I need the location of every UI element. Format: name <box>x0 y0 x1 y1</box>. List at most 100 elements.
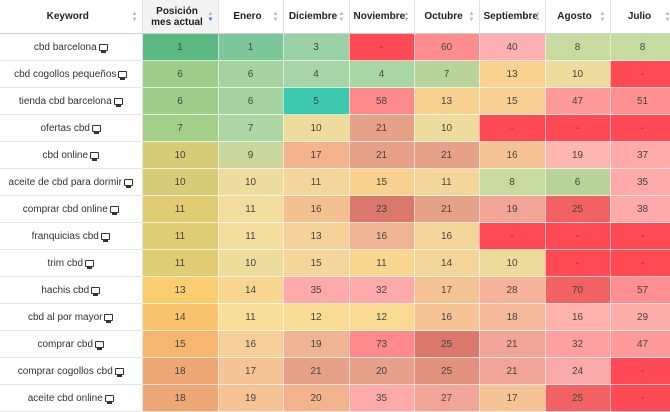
table-row: tienda cbd barcelona 6 6 5 58 13 15 47 51 <box>0 87 670 115</box>
column-header-keyword[interactable]: Keyword ▲ ▼ <box>0 0 143 34</box>
month-rank-cell: - <box>545 222 611 250</box>
table-row: franquicias cbd 11 11 13 16 16- - - <box>0 222 670 250</box>
month-rank-cell: 11 <box>218 222 284 250</box>
month-rank-cell: 32 <box>545 330 611 358</box>
keyword-cell: comprar cogollos cbd <box>0 357 143 385</box>
sort-icon[interactable]: ▲ ▼ <box>272 10 279 23</box>
sort-icon[interactable]: ▲ ▼ <box>338 10 345 23</box>
keyword-text: comprar cbd <box>37 338 94 350</box>
month-rank-cell: 7 <box>414 60 480 88</box>
sort-icon[interactable]: ▲ ▼ <box>599 10 606 23</box>
column-header-septiembre[interactable]: Septiembre ▲ ▼ <box>479 0 546 34</box>
desktop-monitor-icon <box>95 340 105 350</box>
month-rank-cell: 21 <box>479 330 546 358</box>
sort-descending-icon[interactable]: ▲ ▼ <box>207 10 214 23</box>
month-rank-cell: 27 <box>414 384 480 412</box>
month-rank-cell: - <box>545 114 611 142</box>
month-rank-cell: 19 <box>479 195 546 223</box>
keyword-text: franquicias cbd <box>31 230 99 242</box>
month-rank-cell: 38 <box>610 195 670 223</box>
month-rank-cell: 11 <box>218 195 284 223</box>
month-rank-cell: 25 <box>414 330 480 358</box>
month-rank-cell: 15 <box>479 87 546 115</box>
sort-icon[interactable]: ▲ ▼ <box>403 10 410 23</box>
month-rank-cell: 24 <box>545 357 611 385</box>
month-rank-cell: 8 <box>479 168 546 196</box>
keyword-cell: cbd online <box>0 141 143 169</box>
column-header-octubre[interactable]: Octubre ▲ ▼ <box>414 0 480 34</box>
month-rank-cell: 16 <box>218 330 284 358</box>
month-rank-cell: 6 <box>545 168 611 196</box>
month-rank-cell: - <box>349 33 415 61</box>
month-rank-cell: 29 <box>610 303 670 331</box>
month-rank-cell: 21 <box>479 357 546 385</box>
column-header-label: Keyword <box>46 11 89 22</box>
position-cell: 10 <box>142 168 219 196</box>
keyword-cell: tienda cbd barcelona <box>0 87 143 115</box>
month-rank-cell: 32 <box>349 276 415 304</box>
sort-icon[interactable]: ▲ ▼ <box>534 10 541 23</box>
table-row: cbd cogollos pequeños 6 6 4 4 7 13 10- <box>0 60 670 88</box>
keyword-text: tienda cbd barcelona <box>18 95 112 107</box>
column-header-diciembre[interactable]: Diciembre ▲ ▼ <box>283 0 350 34</box>
desktop-monitor-icon <box>109 205 119 215</box>
column-header-label: Octubre <box>424 11 463 22</box>
column-header-label: Agosto <box>557 11 592 22</box>
keyword-text: trim cbd <box>47 257 84 269</box>
month-rank-cell: 7 <box>218 114 284 142</box>
month-rank-cell: 28 <box>479 276 546 304</box>
desktop-monitor-icon <box>118 70 128 80</box>
month-rank-cell: 20 <box>349 357 415 385</box>
keyword-text: comprar cbd online <box>22 203 108 215</box>
month-rank-cell: 14 <box>218 276 284 304</box>
month-rank-cell: 10 <box>218 249 284 277</box>
month-rank-cell: 73 <box>349 330 415 358</box>
column-header-label: Julio <box>627 11 652 22</box>
month-rank-cell: 9 <box>218 141 284 169</box>
column-header-position[interactable]: Posición mes actual ▲ ▼ <box>142 0 219 34</box>
sort-icon[interactable]: ▲ ▼ <box>664 10 670 23</box>
month-rank-cell: 4 <box>283 60 350 88</box>
month-rank-cell: 47 <box>610 330 670 358</box>
month-rank-cell: 17 <box>218 357 284 385</box>
month-rank-cell: 21 <box>414 195 480 223</box>
table-row: ofertas cbd 7 7 10 21 10- - - <box>0 114 670 142</box>
month-rank-cell: 25 <box>545 384 611 412</box>
month-rank-cell: 11 <box>349 249 415 277</box>
keyword-cell: ofertas cbd <box>0 114 143 142</box>
sort-icon[interactable]: ▲ ▼ <box>468 10 475 23</box>
position-cell: 15 <box>142 330 219 358</box>
month-rank-cell: 12 <box>349 303 415 331</box>
month-rank-cell: - <box>610 222 670 250</box>
month-rank-cell: 15 <box>283 249 350 277</box>
month-rank-cell: 13 <box>479 60 546 88</box>
column-header-julio[interactable]: Julio ▲ ▼ <box>610 0 670 34</box>
desktop-monitor-icon <box>98 43 108 53</box>
month-rank-cell: - <box>610 384 670 412</box>
month-rank-cell: 21 <box>414 141 480 169</box>
keyword-cell: comprar cbd online <box>0 195 143 223</box>
column-header-label: Enero <box>233 11 262 22</box>
keyword-cell: trim cbd <box>0 249 143 277</box>
month-rank-cell: 17 <box>479 384 546 412</box>
month-rank-cell: 35 <box>349 384 415 412</box>
table-row: aceite cbd online 18 19 20 35 27 17 25- <box>0 384 670 412</box>
keyword-text: aceite de cbd para dormir <box>8 176 122 188</box>
keyword-text: hachis cbd <box>41 284 90 296</box>
column-header-enero[interactable]: Enero ▲ ▼ <box>218 0 284 34</box>
month-rank-cell: - <box>545 249 611 277</box>
sort-icon[interactable]: ▲ ▼ <box>131 10 138 23</box>
keyword-text: ofertas cbd <box>40 122 90 134</box>
month-rank-cell: 37 <box>610 141 670 169</box>
month-rank-cell: 58 <box>349 87 415 115</box>
month-rank-cell: 21 <box>349 114 415 142</box>
keyword-text: cbd cogollos pequeños <box>14 68 117 80</box>
table-body: cbd barcelona 1 1 3-60 40 8 8 cbd cogollos pequ… <box>0 33 670 412</box>
keyword-text: aceite cbd online <box>27 392 103 404</box>
month-rank-cell: 8 <box>610 33 670 61</box>
column-header-noviembre[interactable]: Noviembre ▲ ▼ <box>349 0 415 34</box>
desktop-monitor-icon <box>100 232 110 242</box>
month-rank-cell: - <box>479 114 546 142</box>
month-rank-cell: 16 <box>479 141 546 169</box>
column-header-agosto[interactable]: Agosto ▲ ▼ <box>545 0 611 34</box>
